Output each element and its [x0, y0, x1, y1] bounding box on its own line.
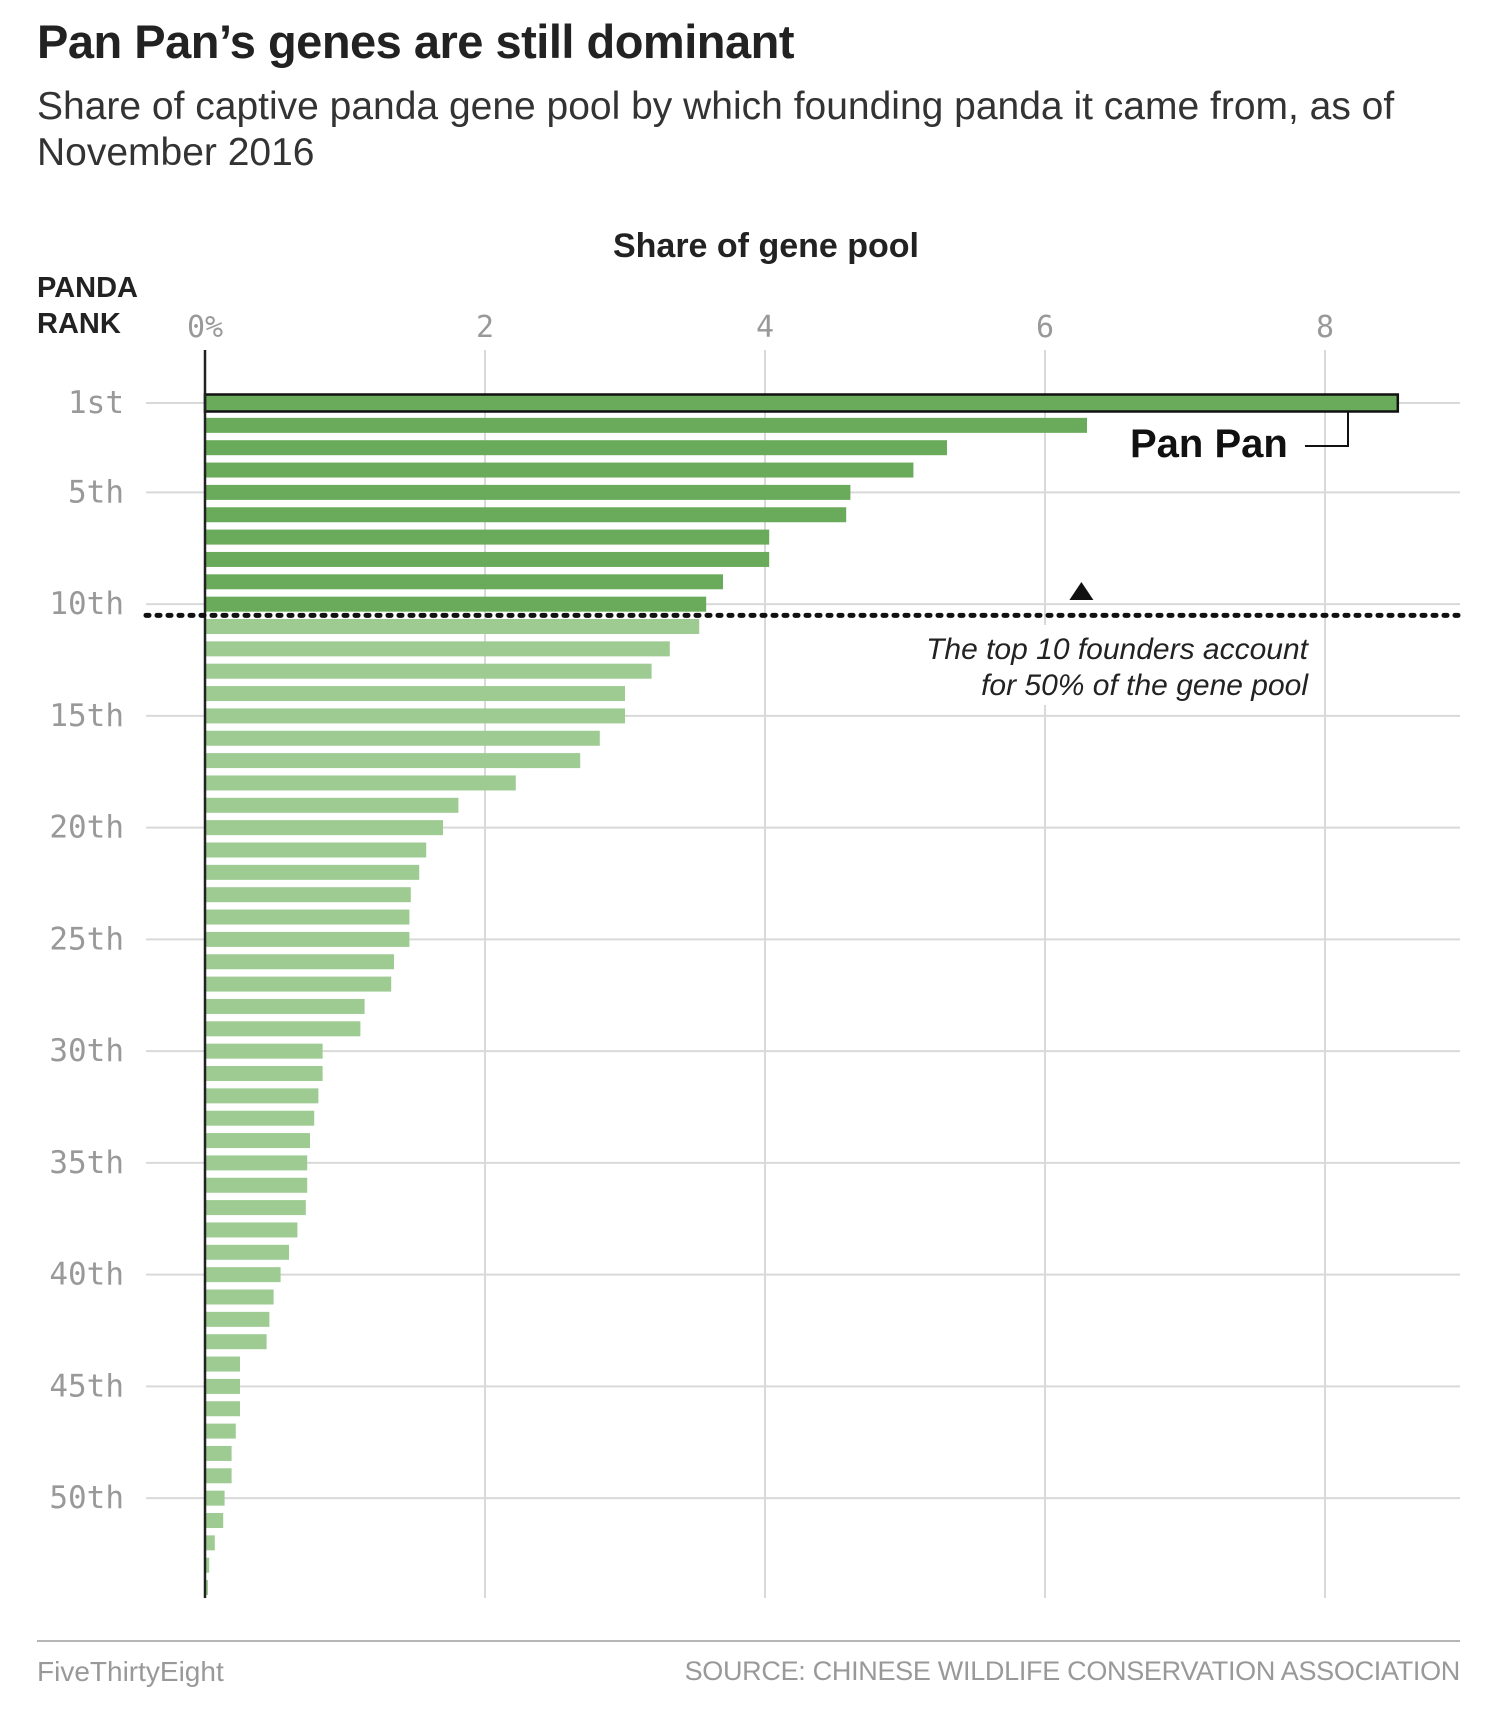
- y-tick-label: 5th: [68, 474, 124, 510]
- y-tick-label: 1st: [68, 385, 124, 421]
- bar: [205, 1066, 323, 1081]
- bar: [205, 1177, 308, 1193]
- bar: [205, 1356, 240, 1372]
- bar: [205, 1490, 225, 1506]
- bar: [205, 1155, 308, 1171]
- bar: [205, 842, 427, 858]
- bar-top10: [205, 574, 723, 590]
- chart-title: Pan Pan’s genes are still dominant: [37, 15, 795, 68]
- bar: [205, 820, 443, 836]
- y-tick-label: 50th: [49, 1480, 124, 1516]
- bar: [205, 1334, 267, 1350]
- bar: [205, 1110, 315, 1126]
- y-tick-label: 15th: [49, 698, 124, 734]
- bar-top10: [205, 462, 914, 478]
- bar: [205, 1378, 240, 1394]
- bar: [205, 1557, 210, 1573]
- bar-top10: [205, 417, 1087, 433]
- chart-subtitle: Share of captive panda gene pool by whic…: [37, 85, 1395, 174]
- y-axis-title-line1: PANDA: [37, 272, 138, 304]
- highlight-label: Pan Pan: [1130, 422, 1288, 466]
- y-axis-title-line2: RANK: [37, 308, 121, 340]
- bar: [205, 1200, 306, 1216]
- bar: [205, 686, 625, 702]
- x-axis-title: Share of gene pool: [613, 227, 919, 265]
- bar: [205, 954, 394, 970]
- threshold-note-line1: The top 10 founders account: [926, 633, 1310, 666]
- bar-top10: [205, 551, 770, 567]
- highlight-leader-line: [1305, 411, 1349, 447]
- threshold-note-line2: for 50% of the gene pool: [981, 669, 1309, 702]
- bars: [143, 350, 1463, 1598]
- bar: [205, 1513, 224, 1528]
- bar-chart: Share of gene pool PANDA RANK 0% 2 4 6 8 1st 5th 1…: [37, 227, 1463, 1598]
- bar: [205, 1021, 361, 1037]
- bar: [205, 909, 410, 925]
- bar: [205, 931, 410, 947]
- bar-top10: [205, 529, 770, 545]
- bar: [205, 1244, 289, 1260]
- x-tick-label: 4: [756, 310, 774, 345]
- bar: [205, 1445, 232, 1461]
- bar-top10: [205, 440, 947, 456]
- bar: [205, 998, 365, 1014]
- footer-divider: [37, 1640, 1460, 1642]
- credit-label: FiveThirtyEight: [37, 1656, 224, 1687]
- bar: [205, 641, 670, 657]
- y-tick-label: 25th: [49, 921, 124, 957]
- bar: [205, 1088, 319, 1104]
- bar: [205, 1311, 270, 1327]
- x-tick-label: 8: [1316, 310, 1334, 345]
- y-tick-label: 10th: [49, 586, 124, 622]
- bar: [205, 1535, 215, 1551]
- labels: Share of gene pool PANDA RANK 0% 2 4 6 8 1st 5th 1…: [37, 227, 1349, 1516]
- bar-top10: [205, 596, 707, 612]
- bar: [205, 1043, 323, 1059]
- bar: [205, 1423, 236, 1439]
- bar: [205, 663, 652, 679]
- bar: [205, 976, 392, 992]
- bar: [205, 1468, 232, 1484]
- bar: [205, 619, 700, 634]
- bar: [205, 1289, 274, 1305]
- bar: [205, 864, 420, 880]
- y-tick-label: 45th: [49, 1368, 124, 1404]
- y-tick-label: 20th: [49, 810, 124, 846]
- bar: [205, 887, 411, 903]
- bar: [205, 730, 600, 746]
- bar: [205, 775, 516, 791]
- bar: [205, 1222, 298, 1238]
- bar-top10: [205, 395, 1398, 411]
- annotation-bg: [905, 625, 1313, 705]
- x-tick-label: 2: [476, 310, 494, 345]
- x-tick-label: 0%: [187, 310, 223, 345]
- bar: [205, 1267, 281, 1283]
- bar: [205, 1401, 240, 1417]
- threshold-arrow: [1069, 582, 1094, 600]
- bar: [205, 1580, 208, 1596]
- x-tick-label: 6: [1036, 310, 1054, 345]
- bar: [205, 797, 459, 813]
- source-label: SOURCE: CHINESE WILDLIFE CONSERVATION AS…: [684, 1656, 1461, 1686]
- highlight-label-bg: [1122, 418, 1292, 470]
- y-tick-label: 40th: [49, 1257, 124, 1293]
- bar: [205, 1133, 310, 1149]
- bar: [205, 708, 625, 724]
- y-tick-label: 30th: [49, 1033, 124, 1069]
- bar: [205, 753, 581, 769]
- bar-top10: [205, 507, 847, 523]
- y-tick-label: 35th: [49, 1145, 124, 1181]
- bar-top10: [205, 484, 851, 500]
